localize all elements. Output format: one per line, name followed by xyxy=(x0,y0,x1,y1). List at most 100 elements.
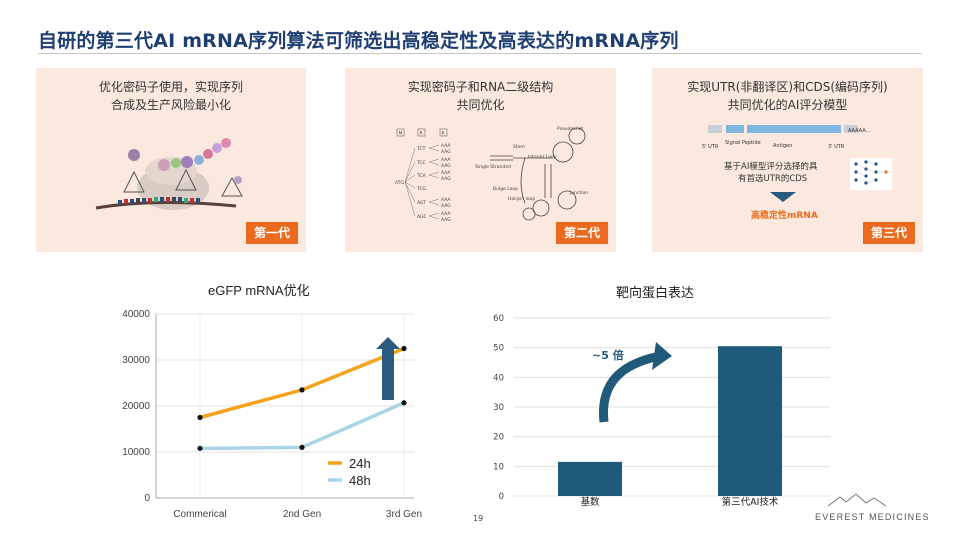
curved-arrow-head-icon xyxy=(652,342,672,370)
signal-peptide-segment xyxy=(726,125,744,133)
codon-tree: M R K ATG TCT TCC TCA TCG AGT AGC AAA xyxy=(395,128,451,223)
down-arrow-icon xyxy=(770,192,796,202)
y-tick-label: 10 xyxy=(493,462,504,472)
rna-loop xyxy=(552,141,574,163)
fold-change-annotation: ~5 倍 xyxy=(592,348,624,362)
panel-first-generation: 优化密码子使用，实现序列 合成及生产风险最小化 第一代 xyxy=(36,68,306,252)
aag-label: AAG xyxy=(441,176,451,182)
codon-tct: TCT xyxy=(416,146,426,152)
codon-tcg: TCG xyxy=(416,186,427,192)
aaa-label: AAA xyxy=(441,211,451,217)
panel-1-text: 优化密码子使用，实现序列 合成及生产风险最小化 xyxy=(36,78,306,114)
badge-first-generation: 第一代 xyxy=(246,222,298,244)
box-k xyxy=(439,128,448,137)
x-tick-label: 3rd Gen xyxy=(386,509,422,520)
title-divider xyxy=(38,53,922,54)
data-point xyxy=(197,414,203,421)
rna-labels: Pseudoknot Stem Single Stranded Interior… xyxy=(475,126,588,202)
amino-acid xyxy=(158,159,170,171)
ai-text-line-2: 有首选UTR的CDS xyxy=(738,173,807,184)
page-number: 19 xyxy=(473,514,484,523)
badge-third-generation: 第三代 xyxy=(863,222,915,244)
y-tick-label: 60 xyxy=(493,314,504,324)
tree-root-atg: ATG xyxy=(395,180,404,186)
amino-acid xyxy=(234,176,242,184)
trna-2 xyxy=(175,168,197,191)
amino-acid xyxy=(128,149,140,161)
rna-junction xyxy=(557,190,577,210)
panel-1-line-2: 合成及生产风险最小化 xyxy=(110,98,231,112)
panel-3-line-2: 共同优化的AI评分模型 xyxy=(727,98,848,112)
utr5-label: 5' UTR xyxy=(702,144,719,150)
codon-rna-diagram: M R K ATG TCT TCC TCA TCG AGT AGC AAA xyxy=(395,126,588,223)
label-pseudoknot: Pseudoknot xyxy=(557,126,583,132)
result-label: 高稳定性mRNA xyxy=(751,209,818,221)
codon-agt: AGT xyxy=(417,200,426,206)
panel-third-generation: 实现UTR(非翻译区)和CDS(编码序列) 共同优化的AI评分模型 AAAAA.… xyxy=(652,68,923,252)
polya-label: AAAAA... xyxy=(848,128,871,134)
data-point xyxy=(401,400,407,406)
amino-acid xyxy=(212,143,222,153)
amino-acid xyxy=(171,158,181,168)
utr-cds-diagram: AAAAA... 5' UTR Signal Peptide Antigen 3… xyxy=(702,125,892,221)
aaa-label: AAA xyxy=(441,157,451,163)
x-tick-label: 2nd Gen xyxy=(283,509,321,520)
data-point xyxy=(299,444,305,450)
aaa-label: AAA xyxy=(441,143,451,149)
utr3-segment xyxy=(844,125,858,133)
line-chart: 0 10000 20000 30000 40000 Commerical 2nd Gen 3r… xyxy=(122,309,422,520)
page-title: 自研的第三代AI mRNA序列算法可筛选出高稳定性及高表达的mRNA序列 xyxy=(38,30,679,52)
y-tick-label: 20000 xyxy=(122,401,150,412)
aag-label: AAG xyxy=(441,217,451,223)
rna-bulge xyxy=(532,199,550,217)
utr5-segment xyxy=(708,125,722,133)
ai-text-line-1: 基于AI模型评分选择的具 xyxy=(724,161,818,172)
y-tick-label: 30 xyxy=(493,403,504,413)
x-tick-label: 第三代AI技术 xyxy=(722,496,779,508)
rna-hairpin xyxy=(522,207,536,221)
rna-helix xyxy=(513,157,553,198)
data-point xyxy=(299,387,305,393)
bar-chart: 0 10 20 30 40 50 60 基数 第三代AI技术 ~5 倍 xyxy=(493,314,830,508)
mrna-strand xyxy=(95,200,237,210)
x-tick-label: Commerical xyxy=(173,509,226,520)
y-tick-label: 10000 xyxy=(122,447,150,458)
panel-2-text: 实现密码子和RNA二级结构 共同优化 xyxy=(345,78,616,114)
panel-1-line-1: 优化密码子使用，实现序列 xyxy=(98,80,243,94)
amino-acid xyxy=(181,156,193,168)
amino-acid xyxy=(221,138,231,148)
codon-tcc: TCC xyxy=(416,160,426,166)
y-tick-label: 30000 xyxy=(122,355,150,366)
aag-label: AAG xyxy=(441,203,451,209)
trna-3 xyxy=(221,176,243,197)
badge-second-generation: 第二代 xyxy=(556,222,608,244)
tree-label-m: M xyxy=(399,131,403,137)
bar-1 xyxy=(718,346,782,496)
curved-arrow-icon xyxy=(599,351,661,423)
y-tick-label: 0 xyxy=(144,493,150,504)
x-tick-label: 基数 xyxy=(580,496,600,508)
panel-3-text: 实现UTR(非翻译区)和CDS(编码序列) 共同优化的AI评分模型 xyxy=(652,78,923,114)
label-stem: Stem xyxy=(513,144,525,150)
panel-3-line-1: 实现UTR(非翻译区)和CDS(编码序列) xyxy=(687,80,888,94)
label-interior-loop: Interior Loop xyxy=(528,154,557,160)
panel-second-generation: 实现密码子和RNA二级结构 共同优化 M R K ATG TCT TCC TCA… xyxy=(345,68,616,252)
y-tick-label: 50 xyxy=(493,344,504,354)
up-arrow-icon xyxy=(376,337,400,400)
box-r xyxy=(417,128,426,137)
panel-2-line-1: 实现密码子和RNA二级结构 xyxy=(407,80,554,94)
data-point xyxy=(197,445,203,451)
rna-stem xyxy=(490,155,513,161)
aaa-label: AAA xyxy=(441,197,451,203)
bar-chart-title: 靶向蛋白表达 xyxy=(616,285,695,300)
box-m xyxy=(396,128,405,137)
label-bulge-loop: Bulge Loop xyxy=(493,186,518,192)
aaa-label: AAA xyxy=(441,170,451,176)
utr3-label: 3' UTR xyxy=(828,144,845,150)
amino-acid xyxy=(203,149,213,159)
aag-label: AAG xyxy=(441,163,451,169)
bar-0 xyxy=(558,461,622,496)
label-junction: Junction xyxy=(569,190,588,196)
codon-tca: TCA xyxy=(416,173,427,179)
tree-label-k: K xyxy=(442,131,446,137)
